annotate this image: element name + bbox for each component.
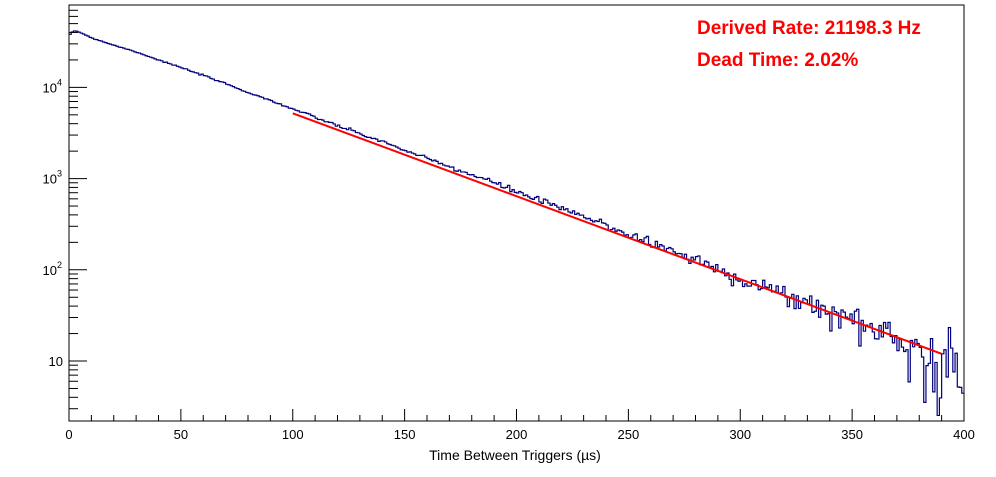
x-tick-label: 50: [174, 427, 188, 442]
y-tick-label: 10: [43, 80, 57, 95]
x-tick-label: 100: [282, 427, 304, 442]
fit-line: [292, 112, 942, 355]
x-tick-label: 400: [953, 427, 975, 442]
x-tick-label: 350: [841, 427, 863, 442]
plot-frame: [68, 4, 965, 422]
x-tick-label: 250: [618, 427, 640, 442]
x-tick-label: 300: [729, 427, 751, 442]
histogram-series: [69, 30, 964, 417]
x-axis-label: Time Between Triggers (µs): [429, 447, 601, 463]
x-tick-label: 0: [65, 427, 72, 442]
y-tick-label: 10: [43, 172, 57, 187]
x-tick-label: 200: [506, 427, 528, 442]
y-tick-exponent: 4: [57, 77, 62, 87]
y-tick-exponent: 2: [57, 260, 62, 270]
y-tick-label: 10: [49, 354, 63, 369]
y-tick-label: 10: [43, 263, 57, 278]
annotation-dead-time: Dead Time: 2.02%: [697, 50, 858, 71]
y-tick-exponent: 3: [57, 169, 62, 179]
annotation-derived-rate: Derived Rate: 21198.3 Hz: [697, 18, 921, 39]
x-tick-label: 150: [394, 427, 416, 442]
